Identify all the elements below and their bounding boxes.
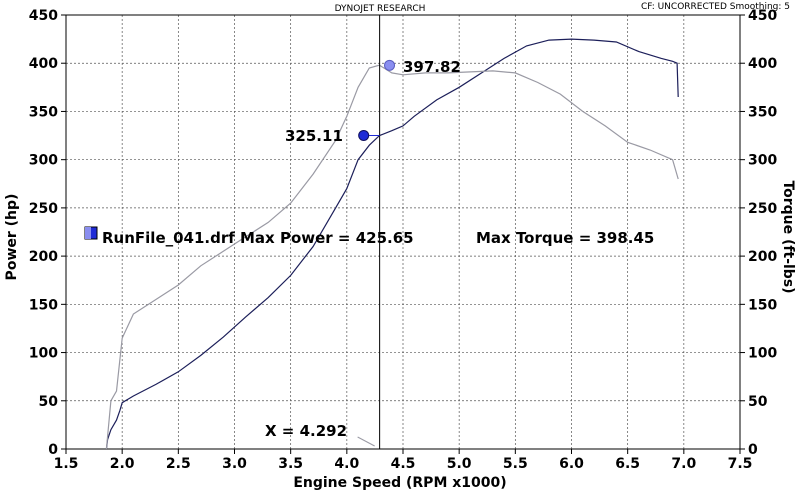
y-right-tick-label: 200 [748,249,777,265]
series-line-power [105,38,679,450]
max-torque-text: Max Torque = 398.45 [476,229,654,247]
chart-title: DYNOJET RESEARCH [335,4,426,14]
series-lines [105,38,679,450]
x-tick-label: 2.5 [166,456,191,472]
legend-text: RunFile_041.drf Max Power = 425.65 [102,229,414,247]
x-axis-ticks: 1.5 2.0 2.5 3.0 3.5 4.0 4.5 5.0 5.5 6.0 6.5 7.0 7.5 [54,449,753,472]
y-left-tick-label: 400 [29,56,58,72]
x-tick-label: 4.5 [391,456,416,472]
y-axis-right-label: Torque (ft-lbs) [780,180,796,293]
x-tick-label: 1.5 [54,456,79,472]
y-right-tick-label: 400 [748,56,777,72]
y-left-tick-label: 150 [29,297,58,313]
power-marker-label: 325.11 [285,127,343,145]
x-tick-label: 7.0 [671,456,696,472]
y-axis-left-ticks: 0 50 100 150 200 250 300 350 400 450 [29,8,66,458]
x-tick-label: 4.0 [334,456,359,472]
torque-marker-label: 397.82 [403,58,461,76]
x-tick-label: 7.5 [728,456,753,472]
y-left-tick-label: 250 [29,201,58,217]
torque-marker[interactable] [384,59,396,71]
y-left-tick-label: 50 [39,394,59,410]
y-right-tick-label: 50 [748,394,768,410]
cursor-pointer [357,436,375,447]
x-tick-label: 3.0 [222,456,247,472]
grid [66,15,740,449]
x-axis-label: Engine Speed (RPM x1000) [293,475,506,491]
x-tick-label: 3.5 [278,456,303,472]
y-right-tick-label: 250 [748,201,777,217]
y-left-tick-label: 450 [29,8,58,24]
correction-info: CF: UNCORRECTED Smoothing: 5 [641,2,790,12]
x-tick-label: 2.0 [110,456,135,472]
y-right-tick-label: 350 [748,104,777,120]
x-tick-label: 6.0 [559,456,584,472]
series-line-torque [105,64,679,450]
y-right-tick-label: 450 [748,8,777,24]
y-right-tick-label: 150 [748,297,777,313]
y-axis-right-ticks: 0 50 100 150 200 250 300 350 400 450 [740,8,777,458]
x-tick-label: 5.0 [447,456,472,472]
y-right-tick-label: 0 [748,442,758,458]
y-left-tick-label: 100 [29,346,58,362]
x-tick-label: 6.5 [615,456,640,472]
y-left-tick-label: 350 [29,104,58,120]
y-right-tick-label: 100 [748,346,777,362]
y-left-tick-label: 300 [29,153,58,169]
cursor-label: X = 4.292 [265,422,347,440]
y-left-tick-label: 200 [29,249,58,265]
legend-swatch [84,226,98,240]
power-marker[interactable] [358,129,370,141]
y-left-tick-label: 0 [48,442,58,458]
x-tick-label: 5.5 [503,456,528,472]
y-right-tick-label: 300 [748,153,777,169]
y-axis-left-label: Power (hp) [4,194,20,281]
